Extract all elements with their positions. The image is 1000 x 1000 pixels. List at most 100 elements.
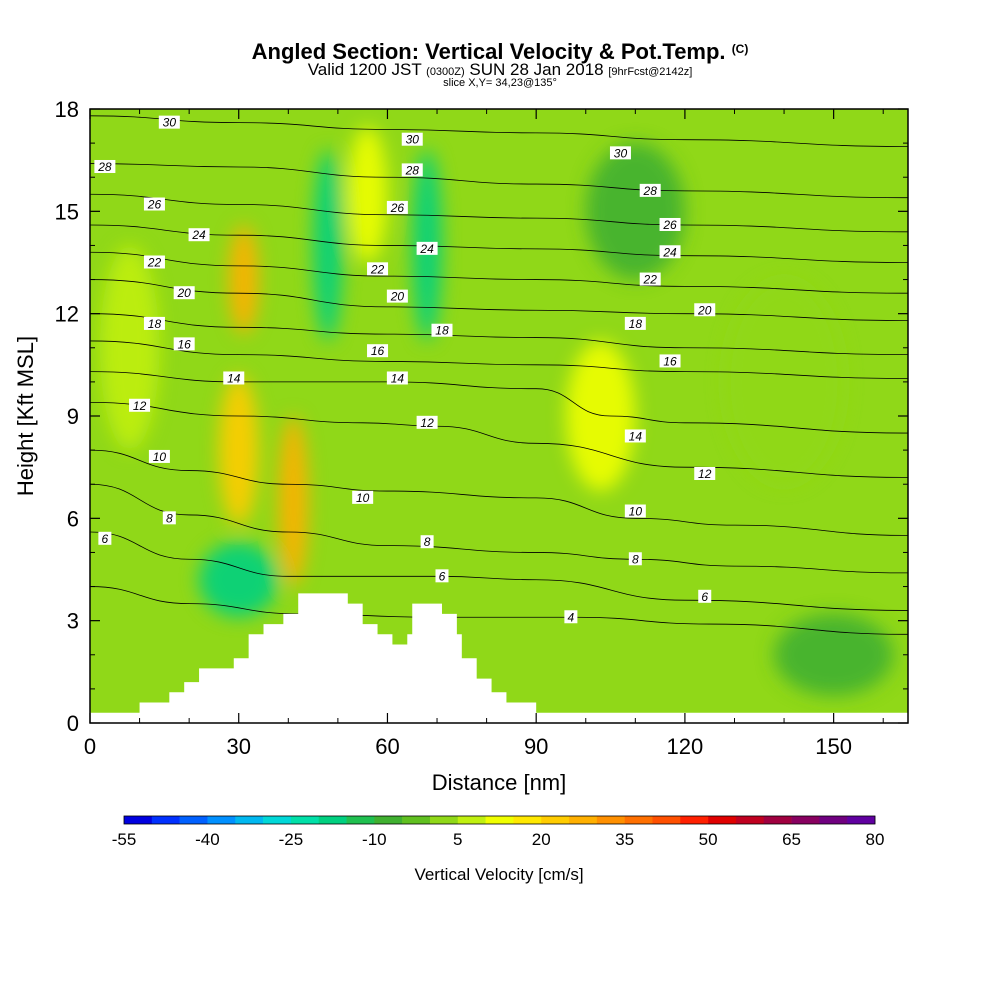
colorbar-tick-label: -10 — [362, 830, 387, 849]
label-background — [143, 255, 165, 269]
label-background — [431, 323, 453, 337]
label-text: 28 — [643, 184, 658, 198]
label-text: 30 — [614, 146, 628, 160]
label-background — [143, 316, 165, 330]
label-background — [143, 197, 165, 211]
colorbar-label: Vertical Velocity [cm/s] — [414, 865, 583, 884]
isentrope-label: 6 — [435, 569, 449, 583]
title-tag: (C) — [731, 42, 749, 56]
isentrope-label: 22 — [639, 272, 661, 287]
colorbar-swatch — [235, 816, 264, 824]
label-background — [148, 449, 170, 463]
isentrope-label: 10 — [352, 490, 374, 505]
x-tick-label: 90 — [524, 734, 548, 759]
label-text: 20 — [177, 286, 192, 300]
label-background — [639, 183, 661, 197]
x-tick-label: 60 — [375, 734, 399, 759]
label-background — [162, 511, 176, 525]
isentrope-label: 16 — [659, 354, 681, 368]
label-background — [367, 344, 389, 358]
label-text: 22 — [370, 262, 385, 276]
label-background — [401, 132, 423, 146]
isentrope-label: 30 — [401, 132, 423, 147]
isentrope-20 — [90, 279, 908, 321]
label-background — [416, 415, 438, 429]
velocity-cell — [347, 126, 388, 263]
velocity-cell — [228, 224, 259, 335]
colorbar-swatch — [513, 816, 542, 824]
x-axis-label: Distance [nm] — [432, 770, 567, 795]
label-text: 30 — [406, 133, 420, 147]
label-text: 4 — [568, 610, 575, 624]
colorbar-swatch — [290, 816, 320, 824]
label-text: 10 — [356, 491, 370, 505]
isentrope-label: 28 — [401, 163, 423, 177]
label-text: 6 — [701, 590, 708, 604]
isentrope-label: 10 — [148, 449, 170, 464]
label-text: 18 — [435, 324, 449, 338]
isentrope-12 — [90, 401, 908, 478]
isentrope-6 — [90, 531, 908, 611]
colorbar-swatch — [179, 816, 208, 824]
isentrope-label: 26 — [143, 197, 165, 212]
isentrope-label: 20 — [694, 303, 716, 317]
colorbar-swatch — [402, 816, 431, 824]
label-background — [188, 228, 210, 242]
label-background — [694, 466, 716, 480]
y-tick-label: 9 — [67, 404, 79, 429]
colorbar-swatch — [680, 816, 709, 824]
colorbar-tick-label: 65 — [782, 830, 801, 849]
isentrope-label: 4 — [564, 610, 578, 624]
colorbar-swatch — [318, 816, 347, 824]
colorbar-swatch — [847, 816, 876, 824]
velocity-cell — [313, 149, 343, 341]
label-text: 22 — [147, 256, 162, 270]
label-text: 12 — [420, 416, 434, 430]
label-text: 10 — [629, 505, 643, 519]
y-axis-label: Height [Kft MSL] — [13, 336, 38, 496]
y-tick-label: 18 — [55, 97, 79, 122]
isentrope-label: 24 — [416, 241, 438, 256]
colorbar-tick-label: -25 — [279, 830, 304, 849]
y-tick-label: 6 — [67, 506, 79, 531]
label-background — [386, 200, 408, 214]
label-text: 8 — [424, 535, 431, 549]
colorbar-tick-label: -55 — [112, 830, 137, 849]
label-text: 18 — [629, 317, 643, 331]
colorbar-tick-label: 35 — [615, 830, 634, 849]
colorbar-swatch — [708, 816, 737, 824]
label-text: 30 — [163, 116, 177, 130]
label-background — [564, 610, 578, 624]
x-tick-label: 120 — [667, 734, 704, 759]
isentrope-label: 14 — [386, 371, 408, 385]
label-background — [223, 371, 245, 385]
label-background — [367, 262, 389, 276]
label-background — [129, 398, 151, 412]
colorbar-tick-label: 20 — [532, 830, 551, 849]
isentrope-label: 6 — [98, 531, 112, 546]
velocity-field — [90, 109, 908, 723]
label-text: 26 — [147, 198, 162, 212]
label-background — [158, 115, 180, 129]
label-text: 14 — [227, 371, 241, 385]
label-background — [173, 286, 195, 300]
label-background — [659, 217, 681, 231]
label-text: 24 — [419, 242, 434, 256]
label-text: 20 — [697, 303, 712, 317]
velocity-cell — [278, 416, 309, 587]
label-background — [94, 159, 116, 173]
colorbar-swatch — [624, 816, 653, 824]
label-background — [435, 569, 449, 583]
y-tick-label: 3 — [67, 609, 79, 634]
label-text: 20 — [390, 290, 405, 304]
colorbar-swatch — [735, 816, 765, 824]
velocity-cell — [218, 375, 259, 526]
isentrope-label: 12 — [416, 415, 438, 430]
velocity-cell — [99, 245, 160, 451]
isentrope-labels: 30 28 26 24 22 20 18 16 14 12 10 8 6 30 28 26 24 22 20 18 16… — [94, 115, 716, 624]
isentrope-label: 14 — [624, 429, 646, 443]
isentrope-label: 8 — [420, 535, 434, 549]
label-text: 28 — [405, 163, 420, 177]
colorbar-swatch — [541, 816, 570, 824]
field-blobs — [99, 126, 894, 696]
